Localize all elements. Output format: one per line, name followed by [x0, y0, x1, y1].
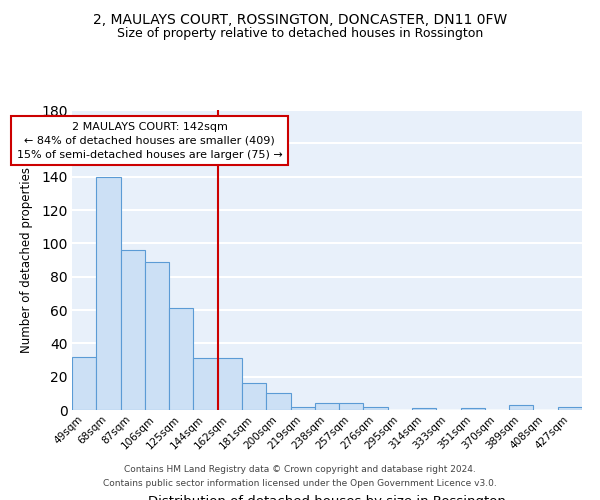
Y-axis label: Number of detached properties: Number of detached properties	[20, 167, 33, 353]
Bar	[412, 408, 436, 410]
Bar	[218, 358, 242, 410]
Bar	[461, 408, 485, 410]
Bar	[558, 406, 582, 410]
Bar	[290, 406, 315, 410]
Text: 2, MAULAYS COURT, ROSSINGTON, DONCASTER, DN11 0FW: 2, MAULAYS COURT, ROSSINGTON, DONCASTER,…	[93, 12, 507, 26]
Bar	[339, 404, 364, 410]
Bar	[169, 308, 193, 410]
Text: Size of property relative to detached houses in Rossington: Size of property relative to detached ho…	[117, 28, 483, 40]
X-axis label: Distribution of detached houses by size in Rossington: Distribution of detached houses by size …	[148, 496, 506, 500]
Bar	[315, 404, 339, 410]
Bar	[242, 384, 266, 410]
Bar	[266, 394, 290, 410]
Bar	[509, 405, 533, 410]
Bar	[121, 250, 145, 410]
Bar	[193, 358, 218, 410]
Bar	[145, 262, 169, 410]
Bar	[364, 406, 388, 410]
Text: Contains HM Land Registry data © Crown copyright and database right 2024.
Contai: Contains HM Land Registry data © Crown c…	[103, 466, 497, 487]
Bar	[96, 176, 121, 410]
Text: 2 MAULAYS COURT: 142sqm
← 84% of detached houses are smaller (409)
15% of semi-d: 2 MAULAYS COURT: 142sqm ← 84% of detache…	[17, 122, 283, 160]
Bar	[72, 356, 96, 410]
